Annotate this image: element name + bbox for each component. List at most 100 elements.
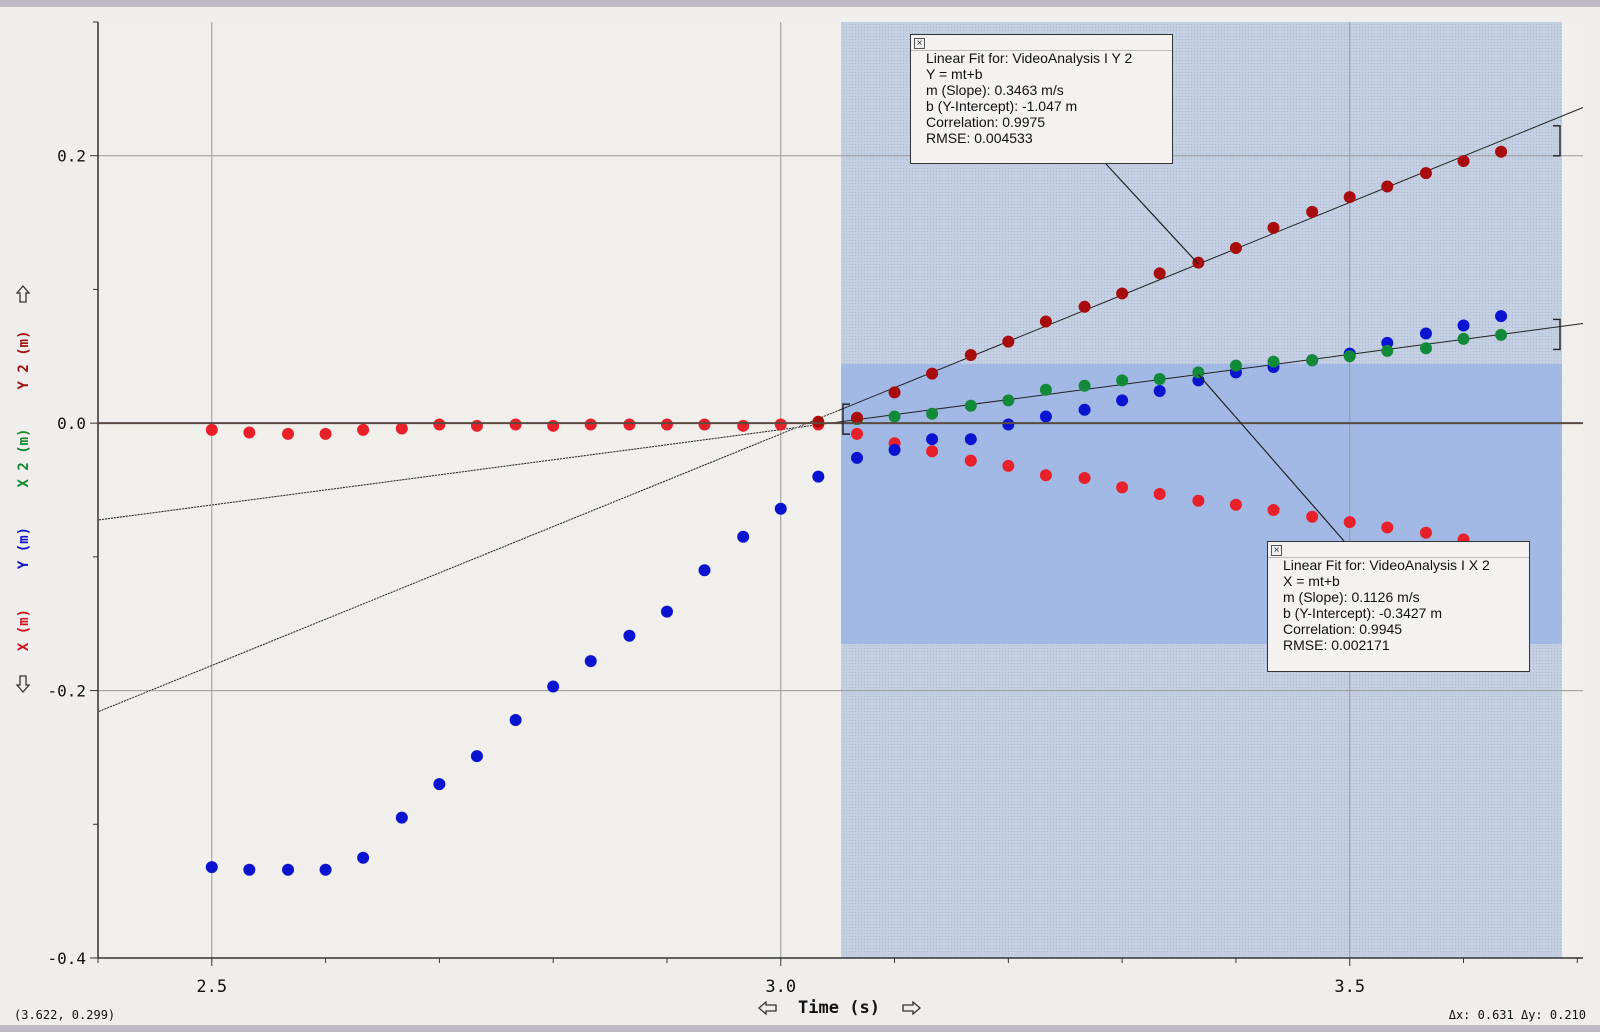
x-scroll-left-arrow-icon[interactable] xyxy=(758,1000,777,1016)
data-point xyxy=(547,419,560,432)
data-point xyxy=(1267,355,1280,368)
y-axis-labels: X (m) Y (m) X 2 (m) Y 2 (m) xyxy=(16,330,32,651)
y-axis-label-y2[interactable]: Y 2 (m) xyxy=(16,330,32,389)
data-point xyxy=(1192,494,1205,507)
data-point xyxy=(623,629,636,642)
fit-line-extrapolation xyxy=(97,421,838,521)
x-tick-label: 2.5 xyxy=(196,977,227,997)
data-point xyxy=(926,445,939,458)
data-point xyxy=(1457,332,1470,345)
fit-lines xyxy=(97,107,1584,713)
data-point xyxy=(1039,469,1052,482)
data-point xyxy=(1457,155,1470,168)
data-point xyxy=(1002,418,1015,431)
fit-box-y2[interactable]: × Linear Fit for: VideoAnalysis I Y 2 Y … xyxy=(910,34,1173,164)
data-point xyxy=(851,427,863,440)
data-point xyxy=(1153,373,1166,386)
y-scroll-up-arrow-icon[interactable] xyxy=(15,285,31,303)
fit-box-titlebar[interactable] xyxy=(911,35,1172,51)
data-point xyxy=(1457,319,1470,332)
data-point xyxy=(774,502,787,515)
data-point xyxy=(660,418,673,431)
range-bracket xyxy=(1553,318,1561,351)
fit-range-brackets xyxy=(842,125,1561,435)
data-point xyxy=(509,713,522,726)
fit-box-line: Correlation: 0.9945 xyxy=(1283,621,1403,637)
y-tick-label: -0.4 xyxy=(47,949,86,968)
data-point xyxy=(357,423,370,436)
data-point xyxy=(926,367,939,380)
data-point xyxy=(1039,410,1052,423)
data-point xyxy=(812,415,825,428)
y-axis-label-x2[interactable]: X 2 (m) xyxy=(16,428,32,487)
data-point xyxy=(888,443,901,456)
y-scroll-down-arrow-icon[interactable] xyxy=(15,675,31,693)
data-point xyxy=(1343,516,1356,529)
x-scroll-right-arrow-icon[interactable] xyxy=(902,1000,921,1016)
data-point xyxy=(1306,510,1319,523)
data-point xyxy=(470,419,483,432)
data-point xyxy=(1381,521,1394,534)
data-point xyxy=(1078,471,1091,484)
data-point xyxy=(243,426,256,439)
close-icon[interactable]: × xyxy=(914,38,925,49)
data-point xyxy=(1153,267,1166,280)
data-points xyxy=(205,145,1508,876)
data-point xyxy=(1078,403,1091,416)
data-point xyxy=(509,418,522,431)
fit-box-line: Linear Fit for: VideoAnalysis I X 2 xyxy=(1283,557,1490,573)
data-point xyxy=(888,410,901,423)
data-point xyxy=(1419,342,1432,355)
delta-readout: Δx: 0.631 Δy: 0.210 xyxy=(1448,1008,1586,1022)
data-point xyxy=(1419,327,1432,340)
y-axis-label-y[interactable]: Y (m) xyxy=(16,527,32,569)
data-point xyxy=(737,530,750,543)
fit-box-line: b (Y-Intercept): -0.3427 m xyxy=(1283,605,1443,621)
data-point xyxy=(888,386,901,399)
data-point xyxy=(433,418,446,431)
fit-box-x2[interactable]: × Linear Fit for: VideoAnalysis I X 2 X … xyxy=(1267,541,1530,672)
data-point xyxy=(282,863,295,876)
data-point xyxy=(470,750,483,763)
fit-box-leaders xyxy=(1105,163,1345,542)
x-axis-label[interactable]: Time (s) xyxy=(798,998,880,1018)
data-point xyxy=(851,451,863,464)
data-point xyxy=(1229,241,1242,254)
data-point xyxy=(774,418,787,431)
data-point xyxy=(964,433,977,446)
data-point xyxy=(1343,350,1356,363)
data-point xyxy=(243,863,256,876)
data-point xyxy=(1153,385,1166,398)
data-point xyxy=(1002,394,1015,407)
data-point xyxy=(1002,335,1015,348)
data-point xyxy=(1381,180,1394,193)
leader-line xyxy=(1197,374,1345,542)
fit-box-line: RMSE: 0.002171 xyxy=(1283,637,1390,653)
fit-line-extrapolation xyxy=(97,410,838,713)
data-point xyxy=(547,680,560,693)
data-point xyxy=(1306,354,1319,367)
data-point xyxy=(1039,383,1052,396)
data-point xyxy=(1306,205,1319,218)
data-point xyxy=(1229,498,1242,511)
data-point xyxy=(964,454,977,467)
x-tick-label: 3.5 xyxy=(1334,977,1365,997)
window-bottom-edge xyxy=(0,1025,1600,1032)
data-point xyxy=(964,348,977,361)
data-point xyxy=(926,433,939,446)
data-point xyxy=(205,423,218,436)
data-point xyxy=(1002,459,1015,472)
data-point xyxy=(812,470,825,483)
close-icon[interactable]: × xyxy=(1271,545,1282,556)
data-point xyxy=(1078,300,1091,313)
data-point xyxy=(1116,481,1129,494)
y-axis-label-x[interactable]: X (m) xyxy=(16,609,32,651)
fit-box-titlebar[interactable] xyxy=(1268,542,1529,558)
data-point xyxy=(395,422,408,435)
data-point xyxy=(1381,344,1394,357)
data-point xyxy=(1495,310,1508,323)
data-point xyxy=(851,411,863,424)
x-tick-label: 3.0 xyxy=(765,977,796,997)
